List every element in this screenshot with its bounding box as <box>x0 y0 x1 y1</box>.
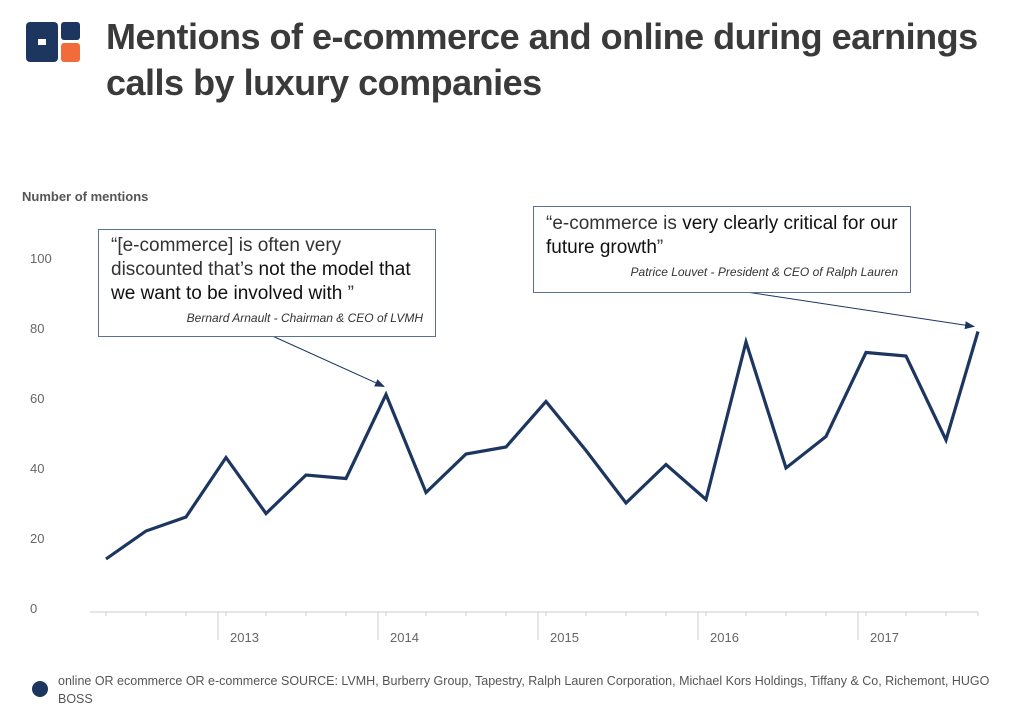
y-tick-label: 0 <box>30 601 37 616</box>
y-tick-label: 40 <box>30 461 44 476</box>
y-tick-label: 20 <box>30 531 44 546</box>
x-tick-label: 2015 <box>550 630 579 645</box>
quote-text: “e-commerce is very clearly critical for… <box>546 213 898 258</box>
quote-annotation-ralph-lauren: “e-commerce is very clearly critical for… <box>533 206 911 293</box>
y-tick-label: 100 <box>30 251 52 266</box>
annotation-arrow-lvmh <box>267 333 385 387</box>
x-tick-label: 2013 <box>230 630 259 645</box>
quote-text: “[e-commerce] is often very discounted t… <box>111 235 411 304</box>
quote-source: Bernard Arnault - Chairman & CEO of LVMH <box>186 311 423 325</box>
brand-logo <box>26 22 80 62</box>
legend-marker <box>32 681 48 697</box>
quote-annotation-lvmh: “[e-commerce] is often very discounted t… <box>98 229 436 337</box>
quote-source: Patrice Louvet - President & CEO of Ralp… <box>630 265 898 279</box>
x-tick-label: 2017 <box>870 630 899 645</box>
logo-right-top-block <box>61 22 80 40</box>
y-axis-label: Number of mentions <box>22 189 149 204</box>
x-tick-label: 2014 <box>390 630 419 645</box>
legend-text: online OR ecommerce OR e-commerce SOURCE… <box>58 674 990 706</box>
series-line <box>105 331 980 561</box>
y-tick-label: 80 <box>30 321 44 336</box>
annotation-arrow-ralph-lauren <box>719 287 975 330</box>
y-tick-label: 60 <box>30 391 44 406</box>
page-title: Mentions of e-commerce and online during… <box>106 16 978 103</box>
x-tick-label: 2016 <box>710 630 739 645</box>
logo-right-bottom-block <box>61 43 80 62</box>
